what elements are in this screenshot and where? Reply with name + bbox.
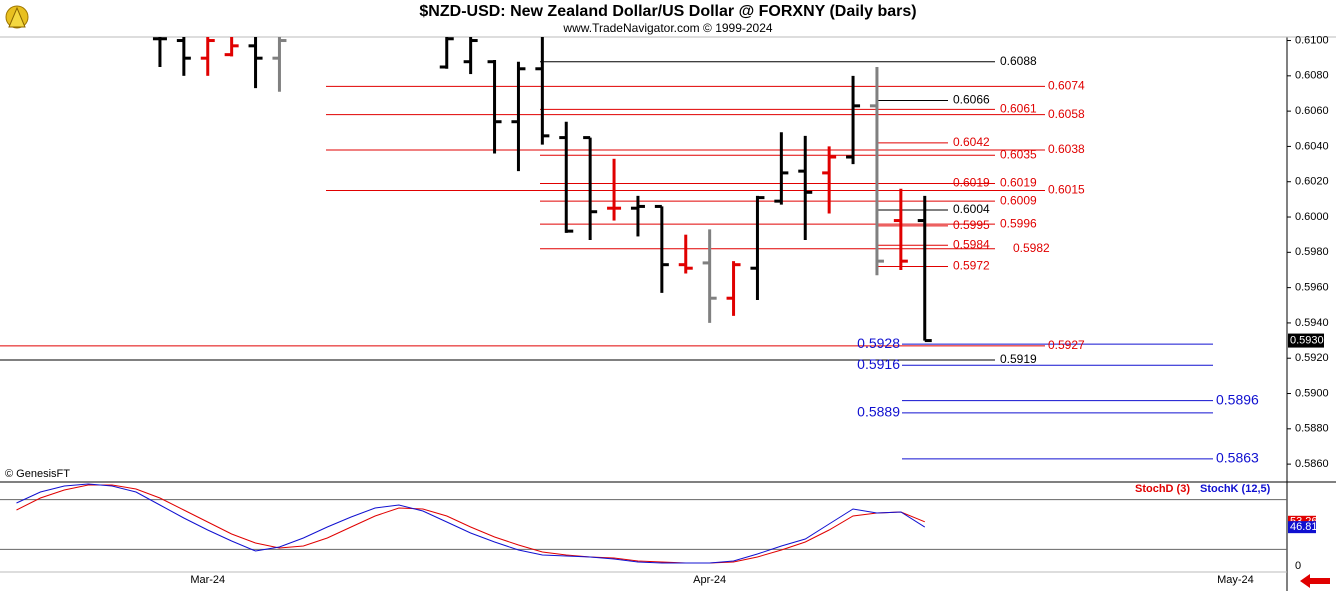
level-label: 0.5919 bbox=[1000, 352, 1037, 366]
y-tick-label: 0.6060 bbox=[1295, 105, 1329, 117]
level-label: 0.6088 bbox=[1000, 54, 1037, 68]
x-tick-label: May-24 bbox=[1217, 574, 1254, 586]
x-tick-label: Apr-24 bbox=[693, 574, 726, 586]
level-label: 0.5995 bbox=[953, 218, 990, 232]
last-value-label: 46.81 bbox=[1290, 521, 1318, 533]
level-label: 0.5863 bbox=[1216, 450, 1259, 466]
last-price-box bbox=[1288, 333, 1324, 348]
level-label: 0.5982 bbox=[1013, 241, 1050, 255]
level-label: 0.6004 bbox=[953, 202, 990, 216]
y-tick-label: 0.5900 bbox=[1295, 387, 1329, 399]
level-label: 0.6042 bbox=[953, 135, 990, 149]
scroll-arrow[interactable] bbox=[1300, 574, 1330, 588]
price-plot bbox=[0, 37, 1213, 460]
y-tick-label: 0.5980 bbox=[1295, 246, 1329, 258]
y-tick-label: 0.6040 bbox=[1295, 140, 1329, 152]
level-label: 0.5996 bbox=[1000, 216, 1037, 230]
level-label: 0.6061 bbox=[1000, 102, 1037, 116]
y-tick-label: 0.5940 bbox=[1295, 317, 1329, 329]
title: $NZD-USD: New Zealand Dollar/US Dollar @… bbox=[419, 3, 916, 20]
level-label: 0.6019 bbox=[953, 176, 990, 190]
x-tick-label: Mar-24 bbox=[190, 574, 225, 586]
level-label: 0.5916 bbox=[857, 356, 900, 372]
y-tick-label: 0.6020 bbox=[1295, 176, 1329, 188]
level-label: 0.6015 bbox=[1048, 183, 1085, 197]
level-label: 0.5896 bbox=[1216, 391, 1259, 407]
y-tick-label: 0.5960 bbox=[1295, 282, 1329, 294]
level-label: 0.5928 bbox=[857, 335, 900, 351]
level-label: 0.6035 bbox=[1000, 147, 1037, 161]
last-value-box bbox=[1288, 521, 1316, 534]
credit: © GenesisFT bbox=[5, 468, 70, 480]
y-tick-label: 0.5860 bbox=[1295, 458, 1329, 470]
level-label: 0.5972 bbox=[953, 259, 990, 273]
level-label: 0.5984 bbox=[953, 237, 990, 251]
y-tick-label: 0.5920 bbox=[1295, 352, 1329, 364]
level-label: 0.6038 bbox=[1048, 142, 1085, 156]
y-tick-label: 0.6100 bbox=[1295, 34, 1329, 46]
y-tick-label: 0.6000 bbox=[1295, 211, 1329, 223]
legend-entry: StochD (3) bbox=[1135, 483, 1190, 495]
y-tick-label: 0.6080 bbox=[1295, 70, 1329, 82]
level-label: 0.6066 bbox=[953, 93, 990, 107]
stoch-line bbox=[16, 484, 925, 564]
level-label: 0.6019 bbox=[1000, 176, 1037, 190]
last-price-label: 0.5930 bbox=[1290, 334, 1324, 346]
level-label: 0.6009 bbox=[1000, 193, 1037, 207]
logo bbox=[5, 5, 29, 29]
level-label: 0.6058 bbox=[1048, 107, 1085, 121]
legend-entry: StochK (12,5) bbox=[1200, 483, 1271, 495]
y-tick-label: 0.5880 bbox=[1295, 423, 1329, 435]
level-label: 0.6074 bbox=[1048, 79, 1085, 93]
level-label: 0.5889 bbox=[857, 404, 900, 420]
subtitle: www.TradeNavigator.com © 1999-2024 bbox=[562, 21, 772, 35]
y-tick-label: 0 bbox=[1295, 560, 1301, 572]
level-label: 0.5927 bbox=[1048, 338, 1085, 352]
stoch-line bbox=[16, 483, 926, 564]
